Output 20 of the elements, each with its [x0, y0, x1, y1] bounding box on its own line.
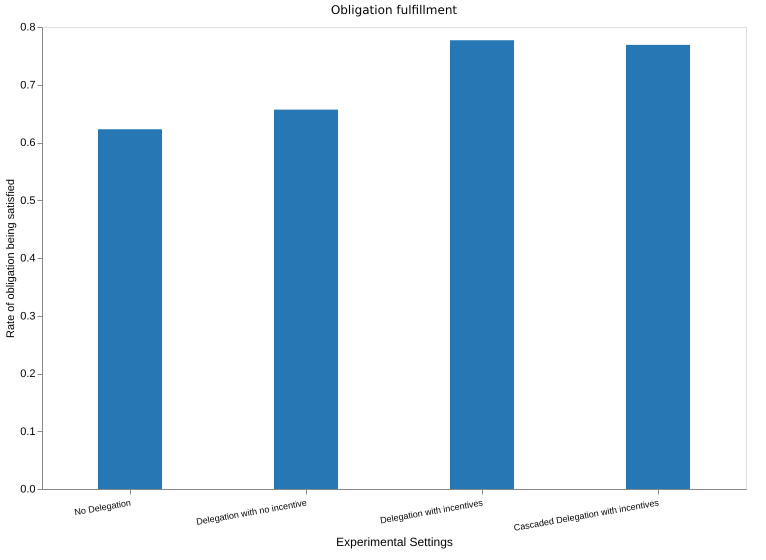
- y-tick-label: 0.6: [20, 137, 36, 149]
- x-tick-label: Delegation with no incentive: [195, 498, 308, 527]
- x-tick-label: Delegation with incentives: [379, 497, 484, 526]
- x-axis-title: Experimental Settings: [336, 534, 453, 549]
- y-tick-label: 0.5: [20, 194, 36, 207]
- y-tick-label: 0.7: [20, 79, 36, 92]
- bar: [274, 110, 338, 489]
- bar: [626, 44, 690, 489]
- chart-title: Obligation fulfillment: [330, 3, 458, 17]
- y-tick-label: 0.8: [20, 22, 36, 34]
- y-axis-title: Rate of obligation being satisfied: [5, 179, 18, 338]
- y-tick-label: 0.1: [20, 426, 36, 438]
- y-tick-label: 0.3: [20, 310, 36, 322]
- y-tick-label: 0.2: [20, 368, 36, 380]
- bar: [450, 40, 514, 489]
- x-tick-label: No Delegation: [74, 498, 132, 518]
- y-tick-label: 0.0: [20, 484, 36, 496]
- y-tick-label: 0.4: [20, 252, 36, 264]
- bar: [98, 129, 162, 489]
- x-tick-label: Cascaded Delegation with incentives: [512, 497, 660, 533]
